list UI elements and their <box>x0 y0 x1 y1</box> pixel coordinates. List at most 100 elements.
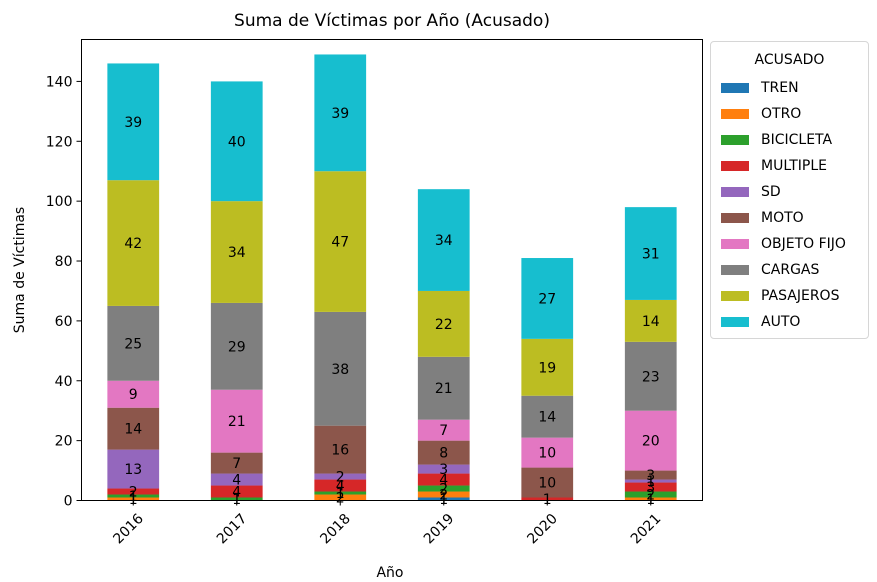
bar-segment <box>624 207 677 300</box>
legend-label: PASAJEROS <box>761 288 840 304</box>
bar-segment <box>624 479 677 483</box>
bar-value-label: 21 <box>435 381 453 397</box>
bar-value-label: 2 <box>129 485 138 501</box>
bar-value-label: 7 <box>232 456 241 472</box>
legend-swatch <box>721 317 749 327</box>
legend-label: MULTIPLE <box>761 158 827 174</box>
legend-label: AUTO <box>761 314 801 330</box>
bar-value-label: 34 <box>435 233 453 249</box>
y-axis-label: Suma de Víctimas <box>12 207 28 333</box>
bar-segment <box>417 485 470 492</box>
legend-item: OBJETO FIJO <box>711 231 868 257</box>
legend-swatch <box>721 161 749 171</box>
bar-value-label: 42 <box>124 236 142 252</box>
bar-segment <box>417 440 470 465</box>
bar-segment <box>624 482 677 492</box>
bar-value-label: 2 <box>439 482 448 498</box>
x-tick-label: 2020 <box>524 511 561 548</box>
y-axis: 0 20 40 60 80 100 120 140 <box>46 74 82 510</box>
bar-segment <box>107 449 160 489</box>
bar-value-label: 23 <box>642 369 660 385</box>
bar-value-label: 4 <box>232 473 241 489</box>
legend-swatch <box>721 109 749 119</box>
bars-layer <box>107 54 677 501</box>
x-tick-label: 2016 <box>110 511 147 548</box>
bar-segment <box>521 437 574 468</box>
bar-value-label: 1 <box>129 489 138 505</box>
bar-value-label: 3 <box>646 468 655 484</box>
y-tick-label: 60 <box>55 314 73 330</box>
bar-segment <box>314 54 367 172</box>
legend-item: BICICLETA <box>711 127 868 153</box>
legend-item: MULTIPLE <box>711 153 868 179</box>
legend-swatch <box>721 265 749 275</box>
bar-value-label: 19 <box>538 360 556 376</box>
bar-value-label: 34 <box>228 245 246 261</box>
legend: ACUSADO TREN OTRO BICICLETA MULTIPLE SD MOTO O… <box>710 41 869 339</box>
bar-value-label: 2 <box>646 488 655 504</box>
bar-value-label: 38 <box>331 362 349 378</box>
bar-segment <box>417 290 470 357</box>
bar-segment <box>210 302 263 390</box>
bar-value-label: 2 <box>336 491 345 507</box>
bar-segment <box>314 311 367 426</box>
bar-segment <box>417 189 470 291</box>
bar-segment <box>314 494 367 501</box>
legend-swatch <box>721 239 749 249</box>
bar-segment <box>417 464 470 474</box>
chart-title: Suma de Víctimas por Año (Acusado) <box>234 11 550 31</box>
bar-value-label: 10 <box>538 446 556 462</box>
legend-swatch <box>721 83 749 93</box>
bar-value-label: 39 <box>124 115 142 131</box>
bar-segment <box>107 497 160 501</box>
bar-segment <box>521 497 574 501</box>
legend-label: OTRO <box>761 106 802 122</box>
legend-item: MOTO <box>711 205 868 231</box>
bar-segment <box>107 407 160 450</box>
bar-value-label: 16 <box>331 443 349 459</box>
bar-segment <box>210 473 263 486</box>
bar-segment <box>417 473 470 486</box>
legend-swatch <box>721 291 749 301</box>
bar-segment <box>314 171 367 312</box>
bar-segment <box>624 410 677 471</box>
x-tick-label: 2019 <box>421 511 458 548</box>
bar-value-label: 31 <box>642 247 660 263</box>
legend-item: OTRO <box>711 101 868 127</box>
bar-segment <box>314 473 367 480</box>
bar-value-label: 25 <box>124 336 142 352</box>
bar-segment <box>210 485 263 498</box>
bar-value-label: 3 <box>439 462 448 478</box>
bar-value-label: 2 <box>439 488 448 504</box>
legend-swatch <box>721 213 749 223</box>
bar-value-label: 4 <box>232 485 241 501</box>
legend-label: CARGAS <box>761 262 820 278</box>
legend-item: AUTO <box>711 309 868 335</box>
bar-segment <box>210 452 263 474</box>
bar-value-label: 22 <box>435 317 453 333</box>
y-tick-label: 100 <box>46 194 73 210</box>
bar-segment <box>210 497 263 501</box>
bar-segment <box>314 425 367 474</box>
bar-value-label: 4 <box>439 473 448 489</box>
bar-segment <box>521 467 574 498</box>
bar-segment <box>210 201 263 303</box>
bar-segment <box>107 488 160 495</box>
bar-segment <box>107 305 160 381</box>
y-tick-label: 0 <box>64 494 73 510</box>
bar-value-label: 9 <box>129 387 138 403</box>
y-tick-label: 40 <box>55 374 73 390</box>
bar-value-label: 3 <box>646 480 655 496</box>
bar-value-label: 40 <box>228 134 246 150</box>
legend-item: PASAJEROS <box>711 283 868 309</box>
bar-segment <box>107 63 160 181</box>
y-tick-label: 120 <box>46 134 73 150</box>
x-axis: 2016 2017 2018 2019 2020 2021 <box>110 500 664 548</box>
bar-segment <box>417 419 470 441</box>
legend-item: TREN <box>711 75 868 101</box>
bar-segment <box>210 389 263 453</box>
bar-value-label: 21 <box>228 414 246 430</box>
bar-value-label: 1 <box>336 486 345 502</box>
bar-value-label: 47 <box>331 235 349 251</box>
